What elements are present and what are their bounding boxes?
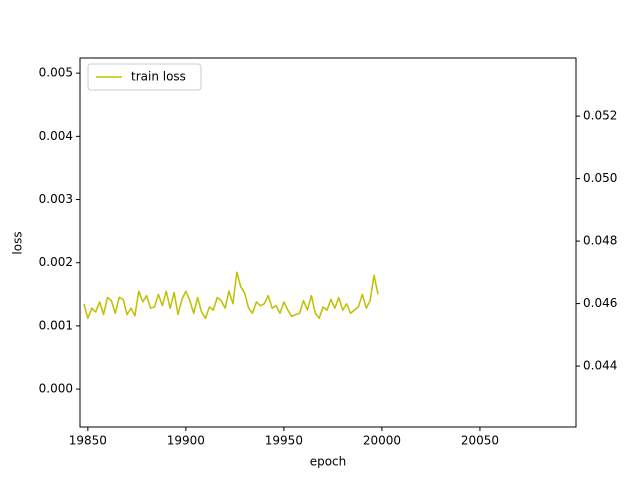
x-tick-label: 19850 <box>69 434 107 448</box>
y-tick-label: 0.001 <box>39 318 73 332</box>
x-tick-label: 19950 <box>265 434 303 448</box>
y-tick-label: 0.000 <box>39 382 73 396</box>
legend-box <box>87 63 202 91</box>
y-tick-label: 0.003 <box>39 192 73 206</box>
y2-tick-label: 0.044 <box>583 359 617 373</box>
y2-tick-label: 0.052 <box>583 109 617 123</box>
y-tick-label: 0.005 <box>39 66 73 80</box>
line-series <box>83 271 379 320</box>
y2-tick-label: 0.050 <box>583 171 617 185</box>
plot-frame <box>79 57 577 428</box>
y2-tick-label: 0.046 <box>583 296 617 310</box>
y-tick-label: 0.002 <box>39 255 73 269</box>
y-axis-label: loss <box>11 231 25 254</box>
x-axis-label: epoch <box>310 455 347 469</box>
y-tick-label: 0.004 <box>39 129 73 143</box>
x-tick-label: 20050 <box>461 434 499 448</box>
x-tick-label: 20000 <box>363 434 401 448</box>
x-tick-label: 19900 <box>167 434 205 448</box>
legend-label: train loss <box>131 70 186 84</box>
y2-tick-label: 0.048 <box>583 234 617 248</box>
